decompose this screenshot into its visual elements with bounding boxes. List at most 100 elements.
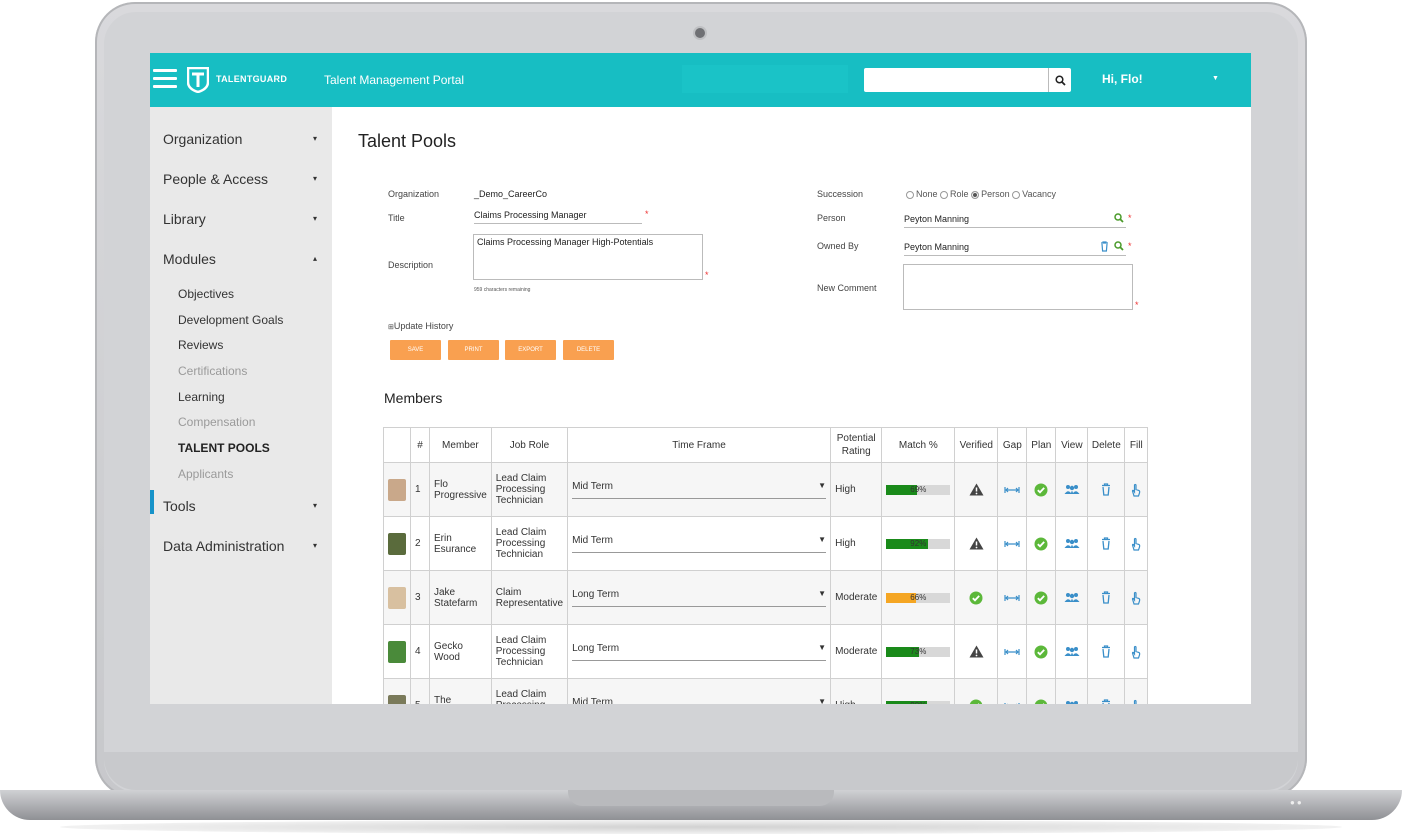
sidebar-item-library[interactable]: Library ▾: [163, 211, 325, 227]
print-button[interactable]: PRINT: [448, 340, 499, 360]
view-cell[interactable]: [1055, 678, 1089, 704]
sidebar-item-label: Modules: [163, 251, 216, 267]
column-header-number: #: [410, 427, 430, 463]
sidebar-subitem-objectives[interactable]: Objectives: [178, 287, 235, 301]
hamburger-menu-icon[interactable]: [153, 69, 177, 89]
user-menu-chevron-icon[interactable]: ▼: [1212, 75, 1219, 82]
plan-cell[interactable]: [1026, 516, 1057, 571]
time-frame-select[interactable]: Mid Term ▼: [572, 481, 827, 499]
members-heading: Members: [384, 390, 443, 406]
radio-icon: [906, 190, 914, 199]
sidebar-subitem-applicants[interactable]: Applicants: [178, 467, 234, 481]
sidebar-subitem-talent-pools[interactable]: TALENT POOLS: [178, 441, 270, 455]
table-row[interactable]: 5The GeneralLead Claim Processing Techni…: [383, 678, 1149, 705]
view-cell[interactable]: [1055, 516, 1089, 571]
fill-cell[interactable]: [1124, 462, 1149, 517]
gap-cell[interactable]: [997, 570, 1028, 625]
gap-arrows-icon: [1004, 540, 1020, 547]
sidebar-item-people-access[interactable]: People & Access ▾: [163, 171, 325, 187]
trash-icon[interactable]: [1100, 241, 1109, 252]
time-frame-select[interactable]: Long Term ▼: [572, 643, 827, 661]
sidebar-item-label: Organization: [163, 131, 243, 147]
time-frame-select[interactable]: Long Term ▼: [572, 589, 827, 607]
search-icon[interactable]: [1114, 213, 1124, 223]
search-box[interactable]: [864, 68, 1071, 92]
update-history-toggle[interactable]: ⊞Update History: [388, 321, 453, 331]
member-name[interactable]: Gecko Wood: [429, 624, 492, 679]
radio-none[interactable]: None: [906, 189, 938, 199]
column-header-verified: Verified: [954, 427, 999, 463]
gap-cell[interactable]: [997, 624, 1028, 679]
sidebar-subitem-reviews[interactable]: Reviews: [178, 338, 224, 352]
export-button[interactable]: EXPORT: [505, 340, 556, 360]
sidebar-item-data-administration[interactable]: Data Administration ▾: [163, 538, 325, 554]
person-field[interactable]: Peyton Manning: [904, 214, 1126, 228]
delete-cell[interactable]: [1087, 624, 1126, 679]
search-input[interactable]: [867, 68, 1049, 92]
sidebar-subitem-learning[interactable]: Learning: [178, 390, 225, 404]
view-cell[interactable]: [1055, 624, 1089, 679]
delete-cell[interactable]: [1087, 462, 1126, 517]
sidebar-item-tools[interactable]: Tools ▾: [163, 498, 325, 514]
avatar-cell: [383, 570, 411, 625]
table-row[interactable]: 3 Jake Statefarm Claim Representative Long …: [383, 570, 1149, 625]
delete-cell[interactable]: [1087, 570, 1126, 625]
gap-cell[interactable]: [997, 516, 1028, 571]
member-name[interactable]: Jake Statefarm: [429, 570, 492, 625]
sidebar-item-organization[interactable]: Organization ▾: [163, 131, 325, 147]
trash-icon: [1102, 483, 1111, 496]
verified-cell: [954, 624, 999, 679]
sidebar-subitem-certifications[interactable]: Certifications: [178, 364, 248, 378]
time-frame-cell: Mid Term ▼: [567, 516, 832, 571]
portal-title: Talent Management Portal: [324, 73, 465, 87]
fill-cell[interactable]: [1124, 624, 1149, 679]
match-bar: 73%: [886, 646, 951, 657]
plan-cell[interactable]: [1026, 462, 1057, 517]
title-field[interactable]: Claims Processing Manager: [474, 210, 642, 224]
view-cell[interactable]: [1055, 462, 1089, 517]
delete-cell[interactable]: [1087, 516, 1126, 571]
table-row[interactable]: 4 Gecko Wood Lead Claim Processing Technic…: [383, 624, 1149, 679]
plan-cell[interactable]: [1026, 570, 1057, 625]
sidebar-subitem-development-goals[interactable]: Development Goals: [178, 313, 284, 327]
plan-cell[interactable]: [1026, 678, 1057, 704]
new-comment-field[interactable]: [903, 264, 1133, 310]
chevron-down-icon: ▼: [818, 534, 827, 544]
match-cell: 69%: [881, 462, 956, 517]
user-greeting[interactable]: Hi, Flo!: [1102, 72, 1143, 86]
plan-check-icon: [1034, 591, 1048, 604]
save-button[interactable]: SAVE: [390, 340, 441, 360]
description-field[interactable]: Claims Processing Manager High-Potential…: [473, 234, 703, 280]
time-frame-select[interactable]: Mid Term ▼: [572, 697, 826, 705]
fill-cell[interactable]: [1124, 678, 1149, 704]
sidebar-subitem-compensation[interactable]: Compensation: [178, 415, 256, 429]
fill-cell[interactable]: [1124, 570, 1149, 625]
radio-label: Vacancy: [1022, 189, 1056, 199]
sidebar-item-modules[interactable]: Modules ▴: [163, 251, 325, 267]
member-name[interactable]: The General: [429, 678, 492, 704]
radio-person[interactable]: Person: [971, 189, 1010, 199]
member-name[interactable]: Erin Esurance: [429, 516, 492, 571]
avatar-cell: [383, 462, 411, 517]
column-header-delete: Delete: [1087, 427, 1126, 463]
table-row[interactable]: 2 Erin Esurance Lead Claim Processing Tech…: [383, 516, 1149, 571]
radio-vacancy[interactable]: Vacancy: [1012, 189, 1056, 199]
view-cell[interactable]: [1055, 570, 1089, 625]
fill-cell[interactable]: [1124, 516, 1149, 571]
member-name[interactable]: Flo Progressive: [429, 462, 492, 517]
plan-cell[interactable]: [1026, 624, 1057, 679]
search-icon[interactable]: [1114, 241, 1124, 251]
succession-label: Succession: [817, 189, 864, 199]
search-button[interactable]: [1048, 68, 1071, 92]
required-marker: *: [1135, 300, 1139, 310]
active-indicator: [150, 490, 154, 514]
delete-button[interactable]: DELETE: [563, 340, 614, 360]
owned-by-field[interactable]: Peyton Manning: [904, 242, 1126, 256]
radio-role[interactable]: Role: [940, 189, 969, 199]
delete-cell[interactable]: [1087, 678, 1126, 704]
table-row[interactable]: 1 Flo Progressive Lead Claim Processing Te…: [383, 462, 1149, 517]
gap-cell[interactable]: [997, 462, 1028, 517]
time-frame-select[interactable]: Mid Term ▼: [572, 534, 827, 553]
gap-cell[interactable]: [997, 678, 1028, 704]
match-percent: 73%: [910, 646, 927, 656]
